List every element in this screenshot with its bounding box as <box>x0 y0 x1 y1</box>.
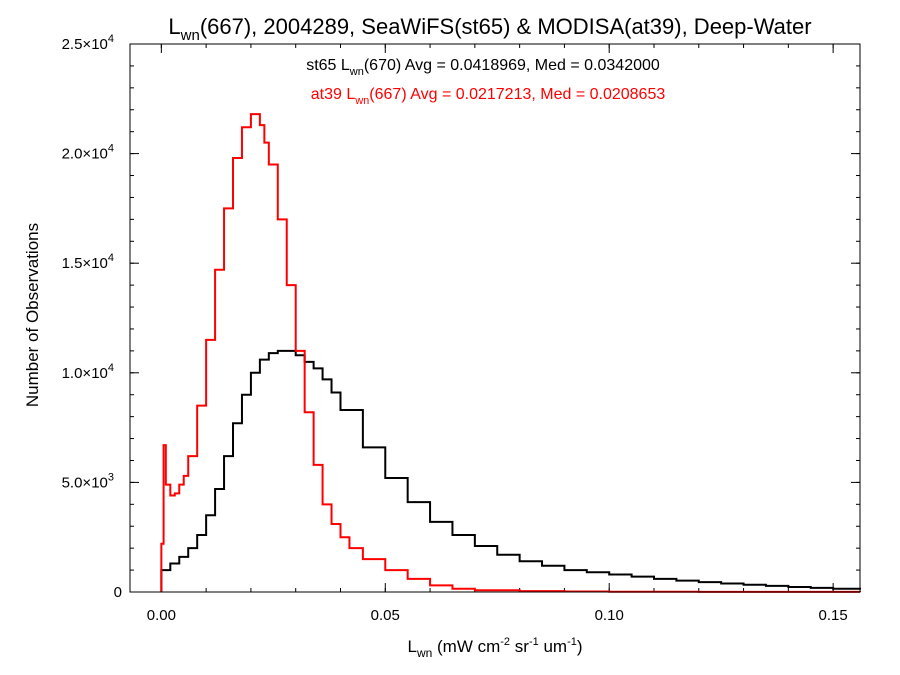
title-sub: wn <box>180 27 200 44</box>
xlabel-sup1: -2 <box>500 636 510 648</box>
y-axis-label: Number of Observations <box>23 223 42 407</box>
y-tick-label: 1.0×104 <box>62 362 114 382</box>
xlabel-unit-a: (mW cm <box>432 637 500 656</box>
annotation-st65: st65 Lwn(670) Avg = 0.0418969, Med = 0.0… <box>306 57 660 78</box>
y-tick-label: 1.5×104 <box>62 252 114 272</box>
annotation-at39: at39 Lwn(667) Avg = 0.0217213, Med = 0.0… <box>311 86 666 107</box>
annotation-at39-sub: wn <box>354 95 369 107</box>
title-rest: (667), 2004289, SeaWiFS(st65) & MODISA(a… <box>200 14 812 39</box>
xlabel-unit-d: ) <box>577 637 583 656</box>
x-axis-label: Lwn (mW cm-2 sr-1 um-1) <box>407 636 582 660</box>
xlabel-unit-c: um <box>539 637 567 656</box>
annotation-st65-pre: st65 L <box>306 57 350 74</box>
xlabel-sub: wn <box>416 646 432 660</box>
annotation-at39-post: (667) Avg = 0.0217213, Med = 0.0208653 <box>369 86 665 103</box>
xlabel-unit-b: sr <box>510 637 529 656</box>
chart-title: Lwn(667), 2004289, SeaWiFS(st65) & MODIS… <box>168 14 811 44</box>
plot-frame <box>129 43 861 593</box>
y-tick-label: 2.5×104 <box>62 33 114 53</box>
xlabel-sup3: -1 <box>567 636 577 648</box>
y-tick-label: 5.0×103 <box>62 471 114 491</box>
series-layer <box>160 113 861 593</box>
annotation-st65-post: (670) Avg = 0.0418969, Med = 0.0342000 <box>364 57 660 74</box>
xlabel-main: L <box>407 637 416 656</box>
title-main: L <box>168 14 180 39</box>
x-tick-label: 0.05 <box>371 607 400 624</box>
x-tick-label: 0.15 <box>819 607 848 624</box>
x-tick-label: 0.10 <box>595 607 624 624</box>
y-tick-label: 0 <box>114 584 122 601</box>
series-1-line <box>160 113 861 593</box>
x-tick-label: 0.00 <box>147 607 176 624</box>
y-tick-label: 2.0×104 <box>62 143 114 163</box>
xlabel-sup2: -1 <box>529 636 539 648</box>
annotation-at39-pre: at39 L <box>311 86 356 103</box>
annotation-st65-sub: wn <box>349 66 364 78</box>
series-0-line <box>160 349 861 592</box>
axis-ticks: 0.00 0.05 0.10 0.15 0 5.0×103 1.0×104 1.5×104 2.… <box>62 33 860 624</box>
